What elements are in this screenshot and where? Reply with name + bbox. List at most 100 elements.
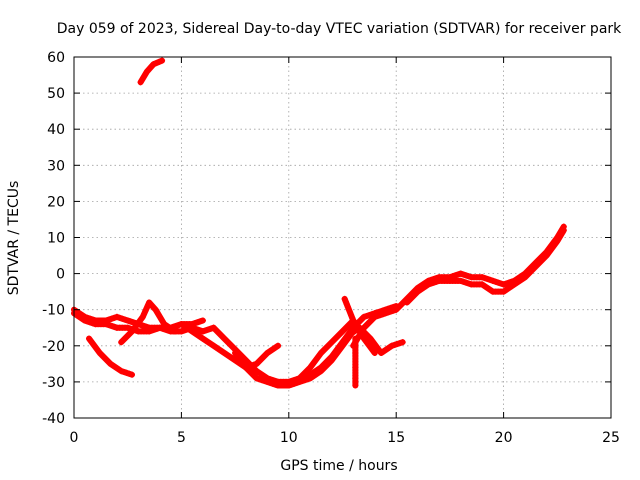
data-point-marker (489, 277, 496, 284)
data-point-marker (81, 317, 88, 324)
x-tick-label: 15 (387, 430, 405, 446)
data-point-marker (377, 312, 384, 319)
data-point-marker (171, 328, 178, 335)
data-point-marker (360, 313, 367, 320)
data-point-marker (242, 364, 249, 371)
data-point-marker (497, 280, 504, 287)
y-tick-label: 60 (47, 50, 65, 66)
data-point-marker (272, 377, 279, 384)
data-point-marker (156, 58, 163, 65)
data-point-marker (122, 316, 129, 323)
x-tick-label: 5 (177, 430, 186, 446)
data-point-marker (191, 320, 198, 327)
data-point-marker (146, 328, 153, 335)
data-point-marker (156, 324, 163, 331)
x-tick-label: 20 (495, 430, 513, 446)
data-point-marker (344, 303, 351, 310)
series-trace-14 (352, 335, 359, 389)
series-trace-13 (403, 227, 567, 306)
data-point-marker (347, 309, 354, 316)
x-tick-label: 0 (70, 430, 79, 446)
data-point-marker (108, 322, 115, 329)
series-trace-5 (137, 57, 166, 86)
data-point-marker (454, 271, 461, 278)
data-point-marker (139, 313, 146, 320)
series-trace-3 (86, 335, 135, 378)
grid-layer (74, 57, 611, 418)
data-point-marker (484, 276, 491, 283)
data-point-marker (154, 325, 161, 332)
data-point-marker (173, 322, 180, 329)
data-point-marker (178, 328, 185, 335)
data-point-marker (111, 323, 118, 330)
data-point-marker (391, 341, 398, 348)
data-point-marker (349, 314, 356, 321)
y-tick-label: -30 (42, 375, 65, 391)
data-point-marker (126, 370, 133, 377)
data-point-marker (124, 317, 131, 324)
data-point-marker (487, 276, 494, 283)
data-point-marker (108, 315, 115, 322)
data-point-marker (500, 281, 507, 288)
data-point-marker (425, 281, 432, 288)
series-trace-4 (118, 299, 178, 346)
data-point-marker (430, 279, 437, 286)
data-point-marker (394, 340, 401, 347)
data-point-marker (248, 362, 255, 369)
tick-layer: 0 5 10 15 20 25 -40 -30 -20 -10 0 10 20 30 40 50 60 (42, 50, 620, 446)
y-tick-label: -20 (42, 339, 65, 355)
y-tick-label: 0 (56, 267, 65, 283)
data-point-marker (396, 340, 403, 347)
data-point-marker (371, 350, 378, 357)
data-point-marker (264, 375, 271, 382)
data-point-marker (495, 279, 502, 286)
data-point-marker (433, 278, 440, 285)
data-point-marker (457, 270, 464, 277)
data-point-marker (105, 316, 112, 323)
data-point-marker (465, 273, 472, 280)
data-point-marker (123, 369, 130, 376)
x-tick-label: 10 (280, 430, 298, 446)
data-point-marker (285, 378, 292, 385)
data-point-marker (194, 319, 201, 326)
data-point-marker (460, 278, 467, 285)
data-point-marker (256, 376, 263, 383)
data-point-marker (111, 314, 118, 321)
series-trace-8 (232, 342, 282, 371)
data-point-marker (379, 311, 386, 318)
data-point-marker (428, 280, 435, 287)
data-point-marker (352, 382, 359, 389)
data-point-marker (148, 327, 155, 334)
data-point-marker (452, 272, 459, 279)
data-point-marker (341, 295, 348, 302)
data-point-marker (103, 321, 110, 328)
data-point-marker (366, 312, 373, 319)
x-axis-label: GPS time / hours (280, 458, 397, 474)
data-point-marker (363, 313, 370, 320)
y-tick-label: 40 (47, 122, 65, 138)
data-point-marker (374, 313, 381, 320)
data-point-marker (143, 305, 150, 312)
data-point-marker (151, 326, 158, 333)
data-point-marker (503, 280, 510, 287)
data-point-marker (291, 377, 298, 384)
data-point-marker (245, 363, 252, 370)
data-point-marker (199, 317, 206, 324)
data-point-marker (140, 322, 147, 329)
series-layer (71, 57, 567, 389)
data-point-marker (269, 377, 276, 384)
data-point-marker (267, 376, 274, 383)
data-point-marker (89, 320, 96, 327)
y-tick-label: 20 (47, 194, 65, 210)
y-axis-label: SDTVAR / TECUs (6, 181, 22, 296)
data-point-marker (120, 368, 127, 375)
y-tick-label: 30 (47, 158, 65, 174)
data-point-marker (205, 326, 212, 333)
data-point-marker (387, 308, 394, 315)
data-point-marker (492, 278, 499, 285)
data-point-marker (118, 368, 125, 375)
chart-title: Day 059 of 2023, Sidereal Day-to-day VTE… (57, 21, 622, 37)
data-point-marker (124, 324, 131, 331)
data-point-marker (202, 327, 209, 334)
